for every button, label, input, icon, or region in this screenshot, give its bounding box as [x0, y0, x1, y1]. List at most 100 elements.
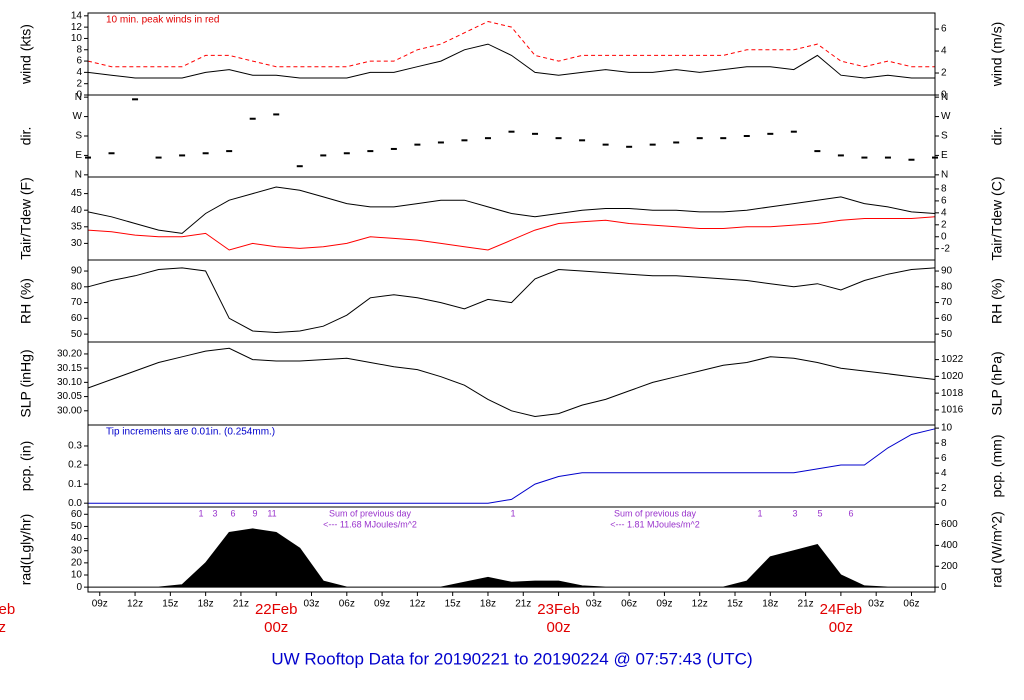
- dir-point: [555, 137, 562, 140]
- hour-mark: 3: [792, 508, 797, 518]
- series-line: [87, 43, 935, 79]
- y2-tick-label: 1018: [941, 388, 964, 399]
- y-tick-label: 0.3: [68, 441, 82, 452]
- dir-point: [108, 152, 115, 155]
- y-tick-label: 40: [71, 533, 83, 544]
- panel-frame: [87, 259, 936, 343]
- hour-mark: 1: [510, 508, 515, 518]
- dir-point: [367, 150, 374, 153]
- y-tick-label: 30: [71, 238, 83, 249]
- hour-mark: 6: [230, 508, 235, 518]
- dir-point: [202, 152, 209, 155]
- series-line: [87, 216, 936, 251]
- y2-tick-label: 10: [941, 423, 953, 434]
- y-tick-label: 0: [76, 582, 82, 593]
- y-tick-label: S: [75, 131, 82, 142]
- y2-tick-label: N: [941, 169, 948, 180]
- dir-point: [649, 143, 656, 146]
- y2-tick-label: 8: [941, 184, 947, 195]
- x-day-sublabel: 00z: [0, 619, 6, 636]
- dir-point: [179, 154, 186, 157]
- y2-tick-label: 400: [941, 540, 958, 551]
- y-tick-label: 0.0: [68, 498, 82, 509]
- y2-tick-label: 0: [941, 582, 947, 593]
- y2-tick-label: 0: [941, 231, 947, 242]
- annotation: <--- 1.81 MJoules/m^2: [610, 519, 700, 529]
- y2-axis-label: wind (m/s): [989, 22, 1005, 88]
- dir-point: [673, 141, 680, 144]
- dir-point: [414, 143, 421, 146]
- y-tick-label: 50: [71, 329, 83, 340]
- annotation: 10 min. peak winds in red: [106, 15, 219, 26]
- dir-point: [320, 154, 327, 157]
- dir-point: [273, 113, 280, 116]
- x-tick-label: 09z: [92, 599, 108, 610]
- dir-point: [226, 150, 233, 153]
- y-tick-label: 6: [76, 56, 82, 67]
- dir-point: [437, 141, 444, 144]
- y2-axis-label: pcp. (mm): [989, 435, 1005, 498]
- dir-point: [790, 130, 797, 133]
- dir-point: [296, 165, 303, 168]
- x-tick-label: 06z: [903, 599, 919, 610]
- y-tick-label: N: [75, 92, 82, 103]
- dir-point: [861, 156, 868, 159]
- y-tick-label: 45: [71, 188, 83, 199]
- y2-tick-label: 8: [941, 438, 947, 449]
- y2-tick-label: 2: [941, 219, 947, 230]
- y2-tick-label: 4: [941, 468, 947, 479]
- hour-mark: 5: [817, 508, 822, 518]
- y2-axis-label: Tair/Tdew (C): [989, 176, 1005, 260]
- dir-point: [767, 132, 774, 135]
- y-tick-label: 12: [71, 22, 83, 33]
- series-line: [87, 267, 936, 334]
- y-axis-label: Tair/Tdew (F): [18, 177, 34, 259]
- x-day-label: 24Feb: [820, 601, 863, 618]
- dir-point: [532, 132, 539, 135]
- y2-tick-label: 4: [941, 207, 947, 218]
- y-tick-label: 10: [71, 33, 83, 44]
- y2-tick-label: 1020: [941, 371, 964, 382]
- x-tick-label: 18z: [480, 599, 496, 610]
- y2-tick-label: 70: [941, 297, 953, 308]
- y-axis-label: rad(Lgly/hr): [18, 514, 34, 586]
- y-tick-label: 4: [76, 67, 82, 78]
- y2-axis-label: rad (W/m^2): [989, 511, 1005, 588]
- y-tick-label: 30.05: [57, 391, 82, 402]
- y-tick-label: 50: [71, 521, 83, 532]
- dir-point: [908, 158, 915, 161]
- hour-mark: 1: [198, 508, 203, 518]
- y-tick-label: 70: [71, 297, 83, 308]
- x-tick-label: 18z: [198, 599, 214, 610]
- y2-tick-label: 0: [941, 498, 947, 509]
- x-tick-label: 09z: [656, 599, 672, 610]
- x-day-label: 22Feb: [255, 601, 298, 618]
- x-tick-label: 06z: [621, 599, 637, 610]
- dir-point: [249, 117, 256, 120]
- annotation: Sum of previous day: [614, 508, 697, 518]
- y2-tick-label: 4: [941, 46, 947, 57]
- x-tick-label: 06z: [339, 599, 355, 610]
- series-line: [87, 20, 935, 68]
- y-tick-label: W: [73, 111, 83, 122]
- y2-tick-label: W: [941, 111, 951, 122]
- dir-point: [508, 130, 515, 133]
- x-tick-label: 12z: [127, 599, 143, 610]
- x-day-label: 21Feb: [0, 601, 15, 618]
- y2-tick-label: E: [941, 150, 948, 161]
- hour-mark: 11: [267, 508, 276, 518]
- dir-point: [390, 147, 397, 150]
- dir-point: [696, 137, 703, 140]
- y2-tick-label: N: [941, 92, 948, 103]
- y-tick-label: 10: [71, 570, 83, 581]
- series-line: [87, 186, 936, 234]
- y-tick-label: 0: [76, 90, 82, 101]
- y2-tick-label: 2: [941, 68, 947, 79]
- y-axis-label: dir.: [18, 127, 34, 146]
- y-tick-label: 0.2: [68, 460, 82, 471]
- dir-point: [461, 139, 468, 142]
- y2-tick-label: 1022: [941, 354, 964, 365]
- y-tick-label: 30.15: [57, 363, 82, 374]
- y2-axis-label: RH (%): [989, 278, 1005, 324]
